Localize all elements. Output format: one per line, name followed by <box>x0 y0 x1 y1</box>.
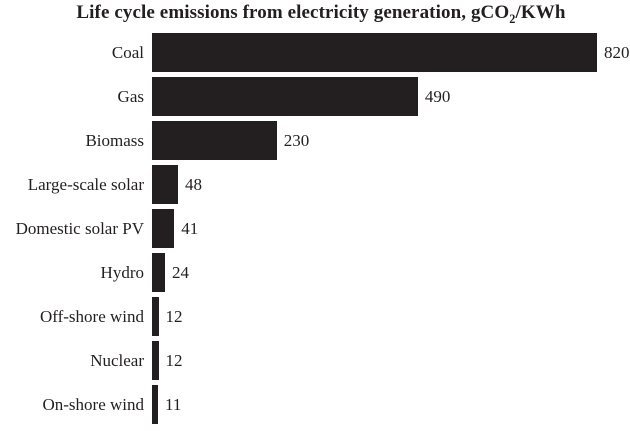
chart-title-suffix: /KWh <box>515 2 566 23</box>
value-label: 820 <box>604 42 630 62</box>
category-label: On-shore wind <box>42 394 144 414</box>
category-label: Coal <box>111 42 144 62</box>
value-label: 12 <box>165 306 183 326</box>
chart-title-prefix: Life cycle emissions from electricity ge… <box>76 2 510 23</box>
bar <box>152 296 159 336</box>
category-label: Off-shore wind <box>39 306 144 326</box>
bar-row: Off-shore wind 12 <box>0 296 630 336</box>
value-label: 12 <box>165 350 183 370</box>
category-label: Biomass <box>85 130 144 150</box>
value-label: 230 <box>283 130 310 150</box>
bar-row: Hydro 24 <box>0 252 630 292</box>
bar-row: On-shore wind 11 <box>0 384 630 424</box>
bar <box>152 164 178 204</box>
bar <box>152 340 159 380</box>
value-label: 11 <box>165 394 182 414</box>
bar <box>152 32 597 72</box>
bar <box>152 208 175 248</box>
bar <box>152 252 165 292</box>
chart-title-subscript: 2 <box>509 11 516 26</box>
value-label: 490 <box>424 86 451 106</box>
category-label: Nuclear <box>90 350 144 370</box>
bar <box>152 384 158 424</box>
value-label: 41 <box>181 218 199 238</box>
category-label: Domestic solar PV <box>15 218 144 238</box>
chart-title: Life cycle emissions from electricity ge… <box>0 0 630 25</box>
bar-row: Domestic solar PV 41 <box>0 208 630 248</box>
bar-row: Biomass 230 <box>0 120 630 160</box>
category-label: Hydro <box>100 262 144 282</box>
bar-row: Gas 490 <box>0 76 630 116</box>
category-label: Gas <box>117 86 144 106</box>
value-label: 24 <box>172 262 189 282</box>
bar <box>152 76 418 116</box>
bar-row: Nuclear 12 <box>0 340 630 380</box>
bar-row: Coal 820 <box>0 32 630 72</box>
bar-chart-rows: Coal 820 Gas 490 Biomass 230 Large-scale solar… <box>0 32 630 424</box>
category-label: Large-scale solar <box>27 174 144 194</box>
bar-row: Large-scale solar 48 <box>0 164 630 204</box>
value-label: 48 <box>185 174 202 194</box>
bar <box>152 120 277 160</box>
